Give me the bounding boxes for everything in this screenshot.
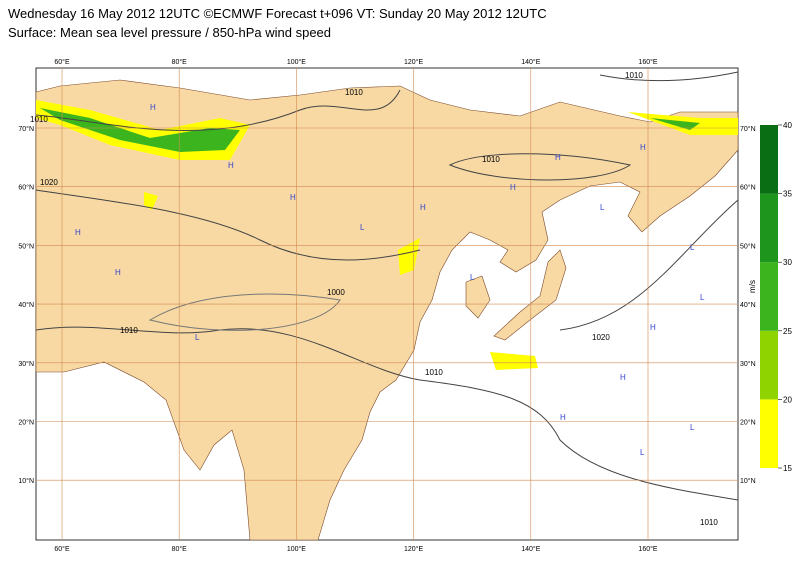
pressure-center: L xyxy=(690,243,695,252)
colorbar-label: 35 xyxy=(783,190,792,199)
colorbar-unit: m/s xyxy=(748,280,757,293)
lat-label-right: 40°N xyxy=(740,301,756,309)
subtitle: Surface: Mean sea level pressure / 850-h… xyxy=(8,25,331,40)
lon-label-bottom: 140°E xyxy=(521,545,540,553)
isobar-label: 1010 xyxy=(30,115,48,124)
isobar-label: 1020 xyxy=(592,333,610,342)
lon-label-bottom: 160°E xyxy=(638,545,657,553)
pressure-center: L xyxy=(360,223,365,232)
pressure-center: L xyxy=(690,423,695,432)
pressure-center: H xyxy=(560,413,566,422)
isobars xyxy=(35,71,739,501)
wind-green xyxy=(40,108,700,152)
lon-label-bottom: 80°E xyxy=(172,545,188,553)
colorbar-segment xyxy=(760,399,778,468)
isobar-label: 1010 xyxy=(425,368,443,377)
colorbar-segment xyxy=(760,193,778,263)
lat-label-right: 30°N xyxy=(740,360,756,368)
colorbar-label: 20 xyxy=(783,395,792,404)
title: Wednesday 16 May 2012 12UTC ©ECMWF Forec… xyxy=(8,6,547,21)
lat-label-left: 10°N xyxy=(18,477,34,485)
lon-label-bottom: 60°E xyxy=(54,545,70,553)
colorbar-label: 25 xyxy=(783,327,792,336)
lat-label-left: 20°N xyxy=(18,419,34,427)
colorbar-label: 40 xyxy=(783,121,792,130)
isobar-label: 1010 xyxy=(482,155,500,164)
isobar-label: 1020 xyxy=(40,178,58,187)
lon-label-top: 160°E xyxy=(638,58,657,66)
lon-label-top: 80°E xyxy=(172,58,188,66)
pressure-center: L xyxy=(640,448,645,457)
colorbar-segment xyxy=(760,125,778,194)
lon-label-top: 120°E xyxy=(404,58,423,66)
lat-label-right: 50°N xyxy=(740,242,756,250)
pressure-center: H xyxy=(640,143,646,152)
pressure-center: H xyxy=(115,268,121,277)
lat-label-left: 30°N xyxy=(18,360,34,368)
colorbar-segment xyxy=(760,262,778,331)
pressure-center: L xyxy=(470,273,475,282)
colorbar-label: 30 xyxy=(783,258,792,267)
isobar-label: 1010 xyxy=(700,518,718,527)
isobar-label: 1010 xyxy=(345,88,363,97)
pressure-center: L xyxy=(700,293,705,302)
colorbar-label: 15 xyxy=(783,464,792,473)
lon-label-bottom: 100°E xyxy=(287,545,306,553)
isobar-label: 1010 xyxy=(120,326,138,335)
pressure-center: H xyxy=(420,203,426,212)
isobar-label: 1010 xyxy=(625,71,643,80)
lat-label-left: 50°N xyxy=(18,242,34,250)
pressure-center: H xyxy=(650,323,656,332)
lat-label-right: 20°N xyxy=(740,419,756,427)
pressure-center: L xyxy=(195,333,200,342)
lat-label-right: 10°N xyxy=(740,477,756,485)
pressure-center: H xyxy=(75,228,81,237)
lat-label-left: 40°N xyxy=(18,301,34,309)
colorbar-segment xyxy=(760,330,778,400)
land xyxy=(35,79,739,541)
pressure-center: H xyxy=(510,183,516,192)
colorbar: 15 20 25 30 35 40 m/s xyxy=(748,121,792,473)
lon-label-top: 60°E xyxy=(54,58,70,66)
lat-label-left: 60°N xyxy=(18,184,34,192)
lat-label-right: 70°N xyxy=(740,125,756,133)
isobar-label: 1000 xyxy=(327,288,345,297)
pressure-center: H xyxy=(290,193,296,202)
lon-label-top: 100°E xyxy=(287,58,306,66)
lat-label-right: 60°N xyxy=(740,184,756,192)
lat-label-left: 70°N xyxy=(18,125,34,133)
lon-label-top: 140°E xyxy=(521,58,540,66)
pressure-center: H xyxy=(620,373,626,382)
pressure-center: L xyxy=(600,203,605,212)
land-korea xyxy=(465,275,491,319)
pressure-center: H xyxy=(555,153,561,162)
lon-label-bottom: 120°E xyxy=(404,545,423,553)
pressure-center: H xyxy=(228,161,234,170)
pressure-center: H xyxy=(150,103,156,112)
